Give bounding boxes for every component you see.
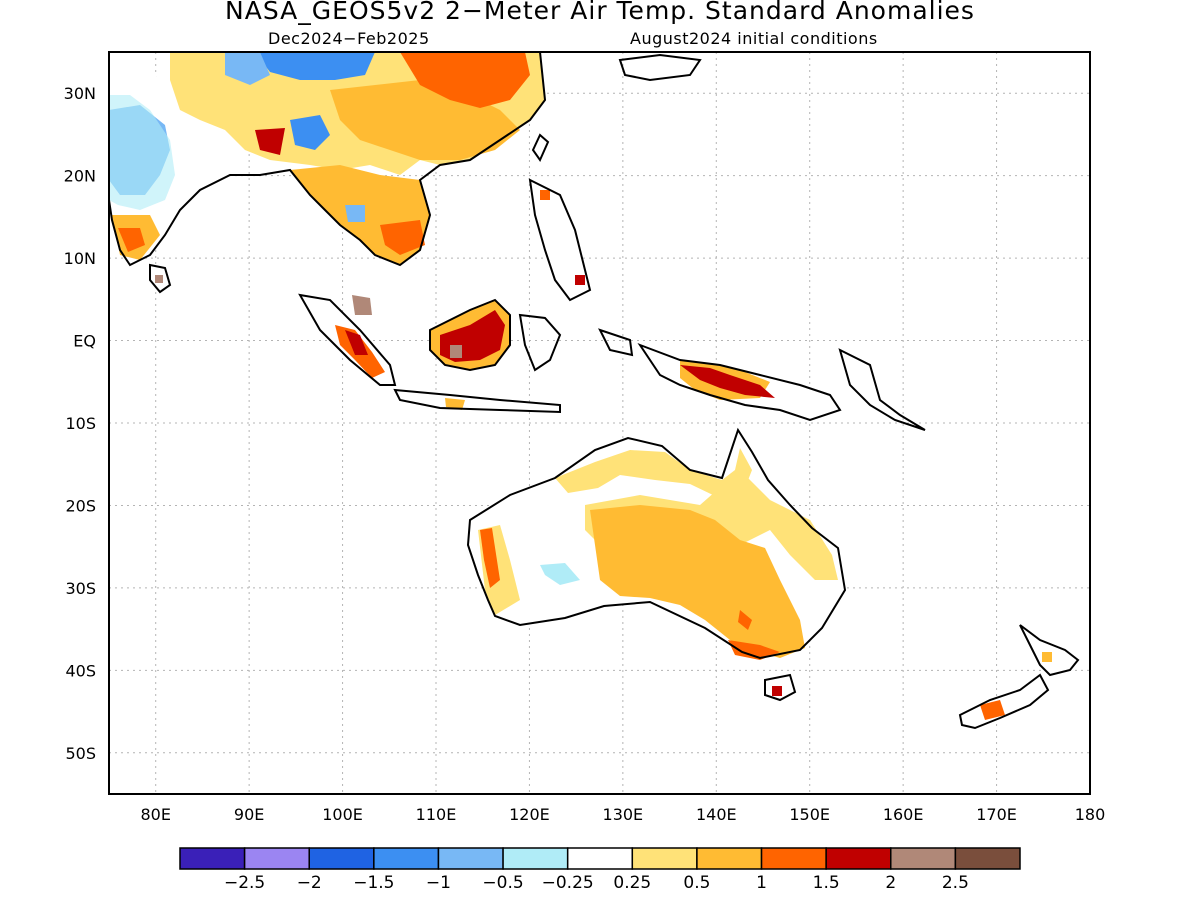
colorbar-label: 2.5 (942, 873, 969, 893)
colorbar-swatch (308, 847, 375, 870)
sumatra-red (345, 330, 368, 355)
colorbar-label: −0.25 (542, 873, 594, 893)
colorbar-swatch (373, 847, 440, 870)
australia-west-hot (480, 528, 500, 588)
colorbar-label: −1.5 (353, 873, 394, 893)
new-zealand-warm (1042, 652, 1052, 662)
coastlines (109, 52, 1080, 730)
australia-north-anomaly (555, 448, 752, 496)
sri-lanka-brown (155, 275, 163, 283)
lat-label: 50S (65, 744, 96, 763)
china-cool-anomaly (255, 52, 375, 80)
australia-south-hot (728, 640, 780, 660)
colorbar-swatch (696, 847, 763, 870)
new-zealand-north (1020, 625, 1078, 675)
lat-label: 40S (65, 661, 96, 680)
colorbar-swatch (631, 847, 698, 870)
lat-label: 20S (65, 496, 96, 515)
malaya-brown (352, 295, 372, 315)
lat-label: 30N (64, 84, 96, 103)
colorbar-swatch (890, 847, 957, 870)
colorbar-swatch (566, 847, 634, 870)
longitude-labels: 80E 90E 100E 110E 120E 130E 140E 150E 160E 170E 18… (140, 805, 1105, 824)
china-cool-light (225, 52, 270, 85)
forecast-period: Dec2024−Feb2025 (268, 29, 430, 48)
lon-label: 90E (234, 805, 264, 824)
lon-label: 80E (140, 805, 170, 824)
lon-label: 120E (509, 805, 550, 824)
colorbar-label: 1.5 (813, 873, 840, 893)
philippines-land (530, 180, 590, 300)
colorbar: −2.5 −2 −1.5 −1 −0.5 −0.25 0.25 0.5 1 1.5 2 2.5 (179, 847, 1021, 893)
colorbar-swatch (502, 847, 569, 870)
colorbar-swatch (243, 847, 310, 870)
australia-southeast-hot (738, 610, 752, 630)
new-zealand-hot (980, 700, 1005, 720)
map-title: NASA_GEOS5v2 2−Meter Air Temp. Standard … (225, 0, 975, 25)
graticule (109, 52, 1091, 794)
lon-label: 180 (1075, 805, 1106, 824)
india-south-hot (118, 228, 145, 252)
philippines-hot (540, 190, 550, 200)
colorbar-label: 0.25 (613, 873, 651, 893)
initial-conditions-label: August2024 initial conditions (630, 29, 878, 48)
lon-label: 160E (883, 805, 924, 824)
lon-label: 130E (603, 805, 644, 824)
lon-label: 110E (416, 805, 457, 824)
tibet-cool (290, 115, 330, 150)
lat-label: 10S (65, 414, 96, 433)
china-hot-anomaly (400, 52, 530, 108)
colorbar-label: −2.5 (224, 873, 265, 893)
latitude-labels: 30N 20N 10N EQ 10S 20S 30S 40S 50S (64, 84, 96, 763)
map-frame (108, 51, 1091, 795)
colorbar-swatch (179, 847, 246, 870)
colorbar-swatch (954, 847, 1021, 870)
colorbar-label: 0.5 (683, 873, 710, 893)
philippines-red (575, 275, 585, 285)
tasmania-red (772, 686, 782, 696)
lon-label: 170E (976, 805, 1017, 824)
australia-cool-patch (540, 563, 580, 585)
lon-label: 100E (322, 805, 363, 824)
borneo-brown (450, 345, 462, 358)
colorbar-label: −1 (426, 873, 451, 893)
new-zealand-south (960, 675, 1048, 728)
india-cyan-anomaly (109, 95, 175, 210)
lat-label: EQ (73, 332, 96, 351)
colorbar-label: 1 (756, 873, 767, 893)
colorbar-swatch (825, 847, 892, 870)
lat-label: 20N (64, 167, 96, 186)
lat-label: 10N (64, 249, 96, 268)
colorbar-label: −0.5 (482, 873, 523, 893)
map-field (109, 52, 1080, 730)
java-warm (445, 398, 465, 410)
colorbar-swatch (760, 847, 827, 870)
colorbar-label: −2 (297, 873, 322, 893)
lat-label: 30S (65, 579, 96, 598)
colorbar-label: 2 (885, 873, 896, 893)
colorbar-swatch (437, 847, 504, 870)
indochina-cool (345, 205, 365, 222)
lon-label: 150E (789, 805, 830, 824)
lon-label: 140E (696, 805, 737, 824)
new-guinea-red (680, 365, 775, 398)
indochina-hot (380, 220, 425, 255)
myanmar-hot (255, 128, 285, 155)
